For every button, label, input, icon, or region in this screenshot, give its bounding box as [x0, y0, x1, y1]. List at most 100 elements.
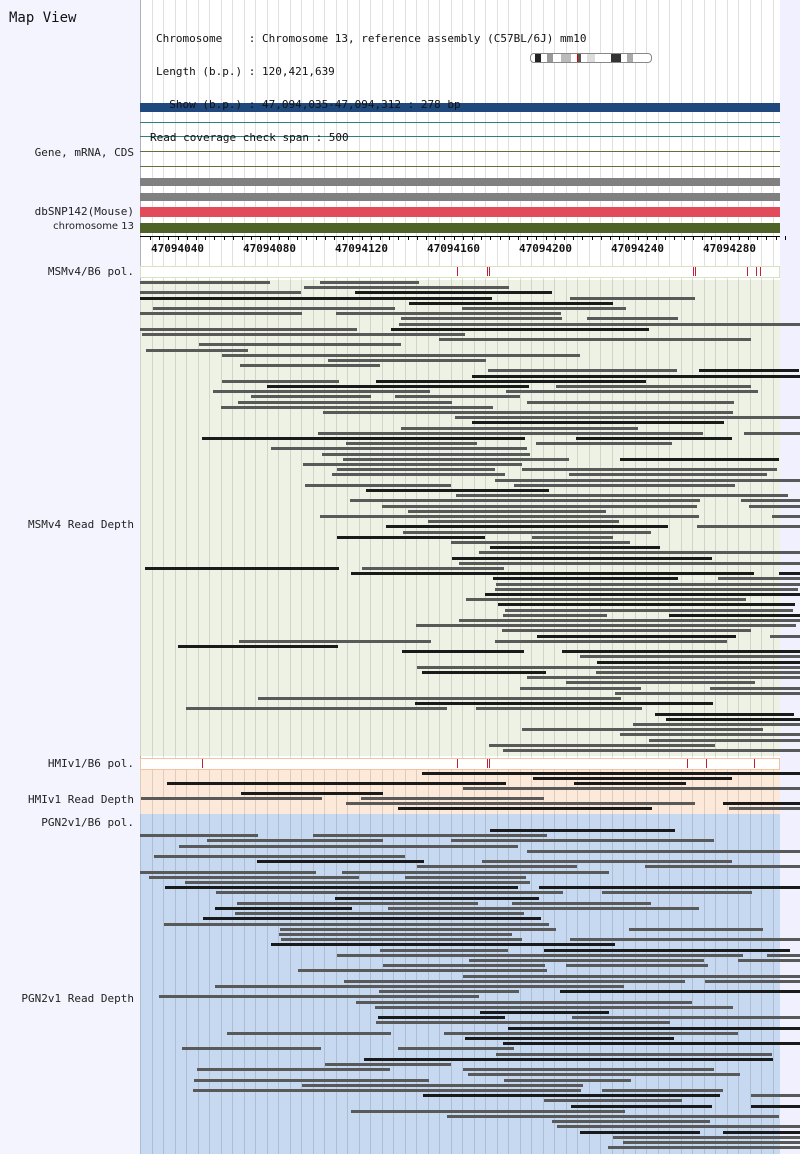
sequence-read[interactable]	[382, 505, 697, 508]
sequence-read[interactable]	[705, 980, 800, 983]
sequence-read[interactable]	[462, 307, 626, 310]
sequence-read[interactable]	[552, 1120, 710, 1123]
sequence-read[interactable]	[488, 369, 677, 372]
sequence-read[interactable]	[697, 525, 800, 528]
sequence-read[interactable]	[140, 834, 258, 837]
sequence-read[interactable]	[472, 375, 800, 378]
sequence-read[interactable]	[379, 990, 519, 993]
sequence-read[interactable]	[237, 902, 478, 905]
sequence-read[interactable]	[257, 860, 424, 863]
sequence-read[interactable]	[645, 865, 800, 868]
sequence-read[interactable]	[240, 364, 380, 367]
snp-marker[interactable]	[489, 267, 490, 276]
sequence-read[interactable]	[398, 807, 652, 810]
sequence-read[interactable]	[401, 317, 562, 320]
sequence-read[interactable]	[444, 1032, 738, 1035]
sequence-read[interactable]	[459, 619, 800, 622]
sequence-read[interactable]	[620, 733, 800, 736]
sequence-read[interactable]	[496, 1053, 772, 1056]
snp-marker[interactable]	[754, 759, 755, 768]
sequence-read[interactable]	[505, 609, 793, 612]
sequence-read[interactable]	[342, 871, 609, 874]
sequence-read[interactable]	[472, 421, 724, 424]
sequence-read[interactable]	[271, 943, 615, 946]
sequence-read[interactable]	[325, 1063, 451, 1066]
sequence-read[interactable]	[557, 1125, 800, 1128]
sequence-read[interactable]	[186, 707, 447, 710]
sequence-read[interactable]	[428, 520, 619, 523]
sequence-read[interactable]	[215, 985, 624, 988]
sequence-read[interactable]	[495, 479, 800, 482]
sequence-read[interactable]	[215, 907, 352, 910]
sequence-read[interactable]	[344, 980, 685, 983]
sequence-read[interactable]	[608, 1146, 800, 1149]
sequence-read[interactable]	[222, 354, 580, 357]
sequence-read[interactable]	[718, 577, 800, 580]
sequence-read[interactable]	[479, 551, 800, 554]
sequence-read[interactable]	[493, 577, 678, 580]
sequence-read[interactable]	[408, 510, 606, 513]
sequence-read[interactable]	[602, 891, 752, 894]
sequence-read[interactable]	[522, 728, 763, 731]
sequence-read[interactable]	[576, 437, 732, 440]
snp-marker[interactable]	[693, 267, 694, 276]
snp-marker[interactable]	[706, 759, 707, 768]
sequence-read[interactable]	[422, 671, 546, 674]
sequence-read[interactable]	[496, 583, 800, 586]
sequence-read[interactable]	[536, 442, 672, 445]
sequence-read[interactable]	[539, 886, 800, 889]
sequence-read[interactable]	[779, 572, 800, 575]
sequence-read[interactable]	[562, 650, 800, 653]
genome-canvas[interactable]	[140, 0, 800, 1154]
sequence-read[interactable]	[207, 839, 383, 842]
sequence-read[interactable]	[141, 797, 322, 800]
sequence-read[interactable]	[193, 1089, 581, 1092]
sequence-read[interactable]	[320, 281, 419, 284]
sequence-read[interactable]	[767, 954, 800, 957]
sequence-read[interactable]	[140, 297, 492, 300]
sequence-read[interactable]	[303, 463, 522, 466]
sequence-read[interactable]	[463, 975, 800, 978]
chromosome-ideogram[interactable]	[530, 53, 652, 63]
sequence-read[interactable]	[596, 671, 800, 674]
sequence-read[interactable]	[503, 614, 607, 617]
snp-marker[interactable]	[457, 267, 458, 276]
sequence-read[interactable]	[199, 343, 401, 346]
sequence-read[interactable]	[140, 291, 301, 294]
sequence-read[interactable]	[504, 1079, 631, 1082]
sequence-read[interactable]	[178, 645, 338, 648]
sequence-read[interactable]	[506, 390, 758, 393]
sequence-read[interactable]	[629, 928, 763, 931]
sequence-read[interactable]	[669, 614, 800, 617]
sequence-read[interactable]	[649, 739, 800, 742]
sequence-read[interactable]	[305, 484, 451, 487]
sequence-read[interactable]	[388, 907, 699, 910]
sequence-read[interactable]	[376, 1021, 670, 1024]
sequence-read[interactable]	[145, 567, 339, 570]
sequence-read[interactable]	[279, 933, 512, 936]
sequence-read[interactable]	[738, 959, 800, 962]
sequence-read[interactable]	[142, 333, 465, 336]
sequence-read[interactable]	[140, 281, 270, 284]
sequence-read[interactable]	[570, 938, 800, 941]
sequence-read[interactable]	[313, 834, 547, 837]
snp-marker[interactable]	[756, 267, 757, 276]
sequence-read[interactable]	[699, 369, 799, 372]
sequence-read[interactable]	[405, 876, 526, 879]
sequence-read[interactable]	[251, 395, 371, 398]
sequence-read[interactable]	[194, 1079, 429, 1082]
snp-marker[interactable]	[487, 759, 488, 768]
sequence-read[interactable]	[498, 603, 795, 606]
sequence-read[interactable]	[281, 938, 522, 941]
snp-marker[interactable]	[202, 759, 203, 768]
sequence-read[interactable]	[337, 468, 495, 471]
sequence-read[interactable]	[482, 860, 732, 863]
snp-marker[interactable]	[487, 267, 488, 276]
sequence-read[interactable]	[378, 1016, 505, 1019]
sequence-read[interactable]	[503, 749, 800, 752]
sequence-read[interactable]	[376, 380, 646, 383]
sequence-read[interactable]	[355, 291, 552, 294]
sequence-read[interactable]	[476, 707, 642, 710]
sequence-read[interactable]	[343, 458, 569, 461]
sequence-read[interactable]	[346, 442, 477, 445]
